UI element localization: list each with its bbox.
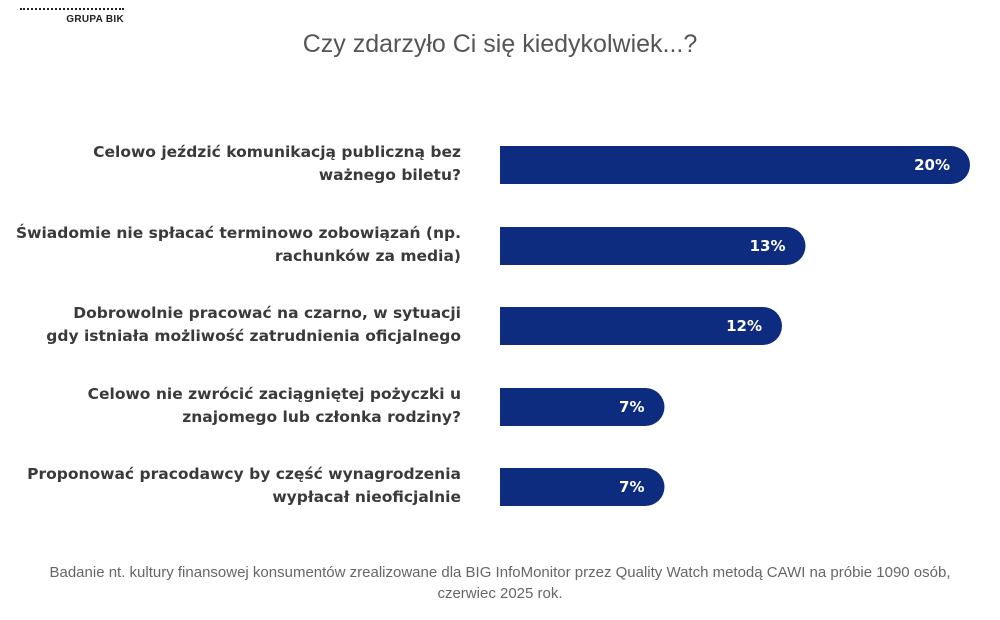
bar xyxy=(500,227,806,265)
logo-text: GRUPA BIK xyxy=(66,14,124,25)
bar xyxy=(500,146,970,184)
logo-dots xyxy=(20,8,124,10)
bar-value-label: 13% xyxy=(750,237,786,255)
bar-value-label: 7% xyxy=(619,398,644,416)
bar-value-label: 20% xyxy=(914,156,950,174)
bar-value-label: 12% xyxy=(726,317,762,335)
category-label: Celowo jeździć komunikacją publiczną bez… xyxy=(93,143,461,184)
category-label: Dobrowolnie pracować na czarno, w sytuac… xyxy=(46,304,461,345)
bar-row: 7% Celowo nie zwrócić zaciągniętej pożycz… xyxy=(88,385,665,426)
bar xyxy=(500,388,665,426)
bar-value-label: 7% xyxy=(619,478,644,496)
brand-logo: GRUPA BIK xyxy=(20,8,124,25)
bar-row: 7% Proponować pracodawcy by część wynagro… xyxy=(27,465,665,506)
category-label: Świadomie nie spłacać terminowo zobowiąz… xyxy=(16,223,461,265)
category-label: Proponować pracodawcy by część wynagrodz… xyxy=(27,465,461,506)
bar-chart: 20% Celowo jeździć komunikacją publiczną … xyxy=(16,143,970,506)
bar xyxy=(500,307,782,345)
chart-title: Czy zdarzyło Ci się kiedykolwiek...? xyxy=(302,30,698,58)
category-label: Celowo nie zwrócić zaciągniętej pożyczki… xyxy=(88,385,461,426)
footnote: Badanie nt. kultury finansowej konsument… xyxy=(49,564,951,602)
bar-row: 13% Świadomie nie spłacać terminowo zobow… xyxy=(16,223,806,265)
bar-row: 12% Dobrowolnie pracować na czarno, w syt… xyxy=(46,304,782,345)
bar-row: 20% Celowo jeździć komunikacją publiczną … xyxy=(93,143,970,184)
bar xyxy=(500,468,665,506)
